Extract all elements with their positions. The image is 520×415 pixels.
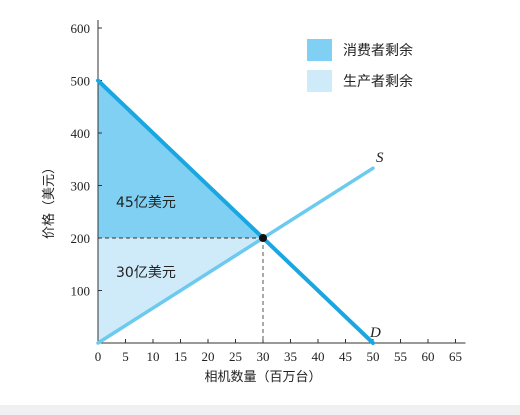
y-tick-label: 300 [71, 179, 91, 194]
y-tick-label: 200 [71, 231, 91, 246]
bottom-strip [0, 405, 520, 415]
y-tick-label: 100 [71, 284, 91, 299]
x-axis-title: 相机数量（百万台） [204, 370, 321, 385]
x-tick-label: 60 [422, 349, 435, 364]
x-tick-label: 30 [257, 349, 270, 364]
x-tick-label: 50 [367, 349, 380, 364]
axes [97, 20, 466, 344]
legend-label-producer-surplus: 生产者剩余 [343, 73, 413, 90]
equilibrium-guides [98, 237, 264, 343]
x-tick-label: 25 [229, 349, 242, 364]
x-tick-label: 45 [339, 349, 352, 364]
legend-swatch-consumer-surplus [307, 39, 332, 61]
y-tick-label: 500 [71, 74, 91, 89]
legend-swatch-producer-surplus [307, 70, 332, 92]
x-tick-label: 0 [95, 349, 102, 364]
supply-label: S [376, 150, 384, 166]
x-tick-label: 15 [174, 349, 187, 364]
demand-label: D [369, 325, 381, 341]
x-tick-label: 20 [202, 349, 215, 364]
equilibrium-point [259, 234, 267, 242]
y-tick-label: 400 [71, 126, 91, 141]
supply-curve [96, 166, 375, 345]
producer-surplus-value: 30亿美元 [116, 265, 176, 281]
ticks: 0 5 10 15 20 25 30 35 40 45 50 55 60 65 100 200 300 400 50… [71, 21, 463, 364]
y-tick-label: 600 [71, 21, 91, 36]
x-tick-label: 65 [449, 349, 462, 364]
curves [96, 78, 375, 345]
x-tick-label: 10 [147, 349, 160, 364]
y-axis-title: 价格（美元） [41, 161, 57, 239]
demand-curve [96, 78, 375, 345]
x-tick-label: 55 [394, 349, 407, 364]
chart: 0 5 10 15 20 25 30 35 40 45 50 55 60 65 100 200 300 400 50… [41, 20, 466, 385]
legend-label-consumer-surplus: 消费者剩余 [343, 42, 413, 59]
consumer-surplus-value: 45亿美元 [116, 195, 176, 211]
x-tick-label: 40 [312, 349, 325, 364]
x-tick-label: 35 [284, 349, 297, 364]
x-tick-label: 5 [122, 349, 129, 364]
